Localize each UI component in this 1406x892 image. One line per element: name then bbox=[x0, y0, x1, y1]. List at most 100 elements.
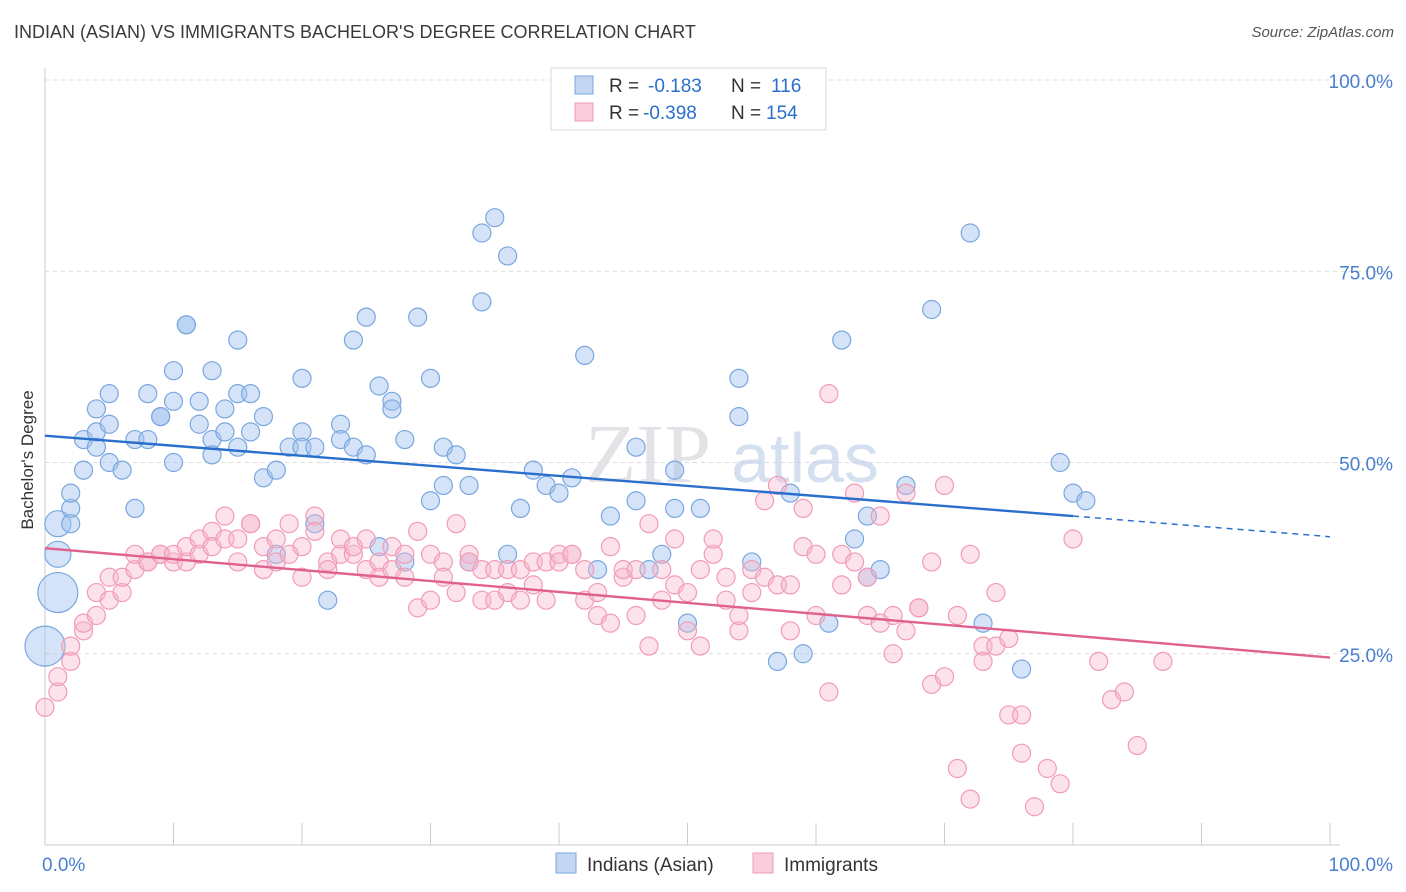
indians-point-45 bbox=[292, 422, 312, 442]
immigrants-point-160 bbox=[1127, 735, 1147, 756]
immigrants-point-2 bbox=[48, 667, 68, 687]
immigrants-point-125 bbox=[844, 552, 865, 572]
x-tick-label-0: 0.0% bbox=[42, 855, 85, 876]
indians-point-98 bbox=[832, 330, 852, 350]
indians-point-91 bbox=[729, 368, 749, 388]
indians-point-36 bbox=[228, 330, 248, 350]
stats-r-value-indians: -0.183 bbox=[648, 76, 702, 97]
indians-point-7 bbox=[73, 460, 94, 480]
immigrants-point-161 bbox=[1153, 651, 1173, 672]
immigrants-point-118 bbox=[793, 498, 813, 518]
immigrants-point-64 bbox=[446, 514, 466, 534]
immigrants-point-44 bbox=[318, 559, 338, 580]
immigrants-point-106 bbox=[716, 567, 736, 587]
immigrants-point-155 bbox=[1050, 774, 1070, 794]
immigrants-point-156 bbox=[1063, 529, 1083, 549]
indians-point-70 bbox=[472, 223, 492, 243]
immigrants-point-152 bbox=[1011, 743, 1032, 763]
indians-point-103 bbox=[896, 475, 916, 496]
indians-point-104 bbox=[922, 299, 942, 320]
stats-legend: R = -0.183 N = 116 R = -0.398 N = 154 bbox=[550, 67, 827, 131]
immigrants-point-141 bbox=[947, 758, 967, 779]
immigrants-point-35 bbox=[266, 529, 286, 549]
immigrants-point-115 bbox=[780, 621, 800, 641]
immigrants-point-0 bbox=[35, 697, 55, 717]
immigrants-point-3 bbox=[61, 651, 81, 672]
indians-point-59 bbox=[382, 399, 402, 419]
immigrants-point-124 bbox=[832, 575, 852, 595]
immigrants-point-1 bbox=[48, 682, 68, 702]
immigrants-point-85 bbox=[587, 582, 608, 603]
immigrants-point-61 bbox=[433, 552, 453, 572]
immigrants-point-41 bbox=[305, 506, 325, 526]
indians-point-87 bbox=[665, 460, 685, 480]
immigrants-point-55 bbox=[395, 544, 415, 564]
stats-n-label-indians: N = bbox=[731, 76, 761, 97]
immigrants-point-65 bbox=[459, 544, 479, 564]
indians-point-68 bbox=[459, 475, 479, 496]
indians-point-13 bbox=[99, 414, 119, 434]
indians-point-2 bbox=[37, 571, 79, 614]
immigrants-point-7 bbox=[86, 605, 107, 626]
indians-trend-extension bbox=[1072, 515, 1331, 538]
immigrants-point-104 bbox=[703, 529, 723, 549]
indians-point-94 bbox=[767, 651, 788, 672]
indians-point-63 bbox=[420, 368, 441, 388]
immigrants-point-82 bbox=[562, 544, 582, 564]
grid-lines bbox=[45, 79, 1390, 655]
indians-point-26 bbox=[176, 315, 196, 335]
immigrants-point-157 bbox=[1089, 651, 1109, 672]
indians-point-66 bbox=[433, 475, 453, 496]
immigrants-point-151 bbox=[1011, 705, 1032, 725]
immigrants-point-132 bbox=[883, 644, 903, 664]
indians-point-74 bbox=[498, 544, 518, 564]
immigrants-point-143 bbox=[960, 544, 980, 564]
indians-point-15 bbox=[112, 460, 132, 480]
immigrants-point-5 bbox=[73, 621, 94, 641]
indians-point-80 bbox=[575, 345, 595, 365]
immigrants-point-153 bbox=[1024, 797, 1045, 817]
immigrants-point-101 bbox=[690, 559, 710, 580]
indians-point-34 bbox=[228, 437, 248, 457]
immigrants-point-146 bbox=[973, 651, 993, 672]
indians-point-28 bbox=[189, 414, 209, 434]
y-tick-label-2: 75.0% bbox=[1339, 263, 1393, 284]
indians-point-33 bbox=[215, 422, 235, 442]
immigrants-point-108 bbox=[729, 605, 749, 626]
indians-point-38 bbox=[241, 422, 261, 442]
indians-point-82 bbox=[600, 506, 621, 526]
immigrants-point-107 bbox=[729, 621, 749, 641]
indians-point-18 bbox=[138, 384, 158, 404]
indians-point-6 bbox=[61, 514, 81, 534]
y-tick-label-1: 50.0% bbox=[1339, 455, 1393, 476]
immigrants-point-29 bbox=[228, 552, 248, 572]
immigrants-point-154 bbox=[1037, 758, 1057, 779]
immigrants-point-50 bbox=[356, 529, 376, 549]
indians-point-11 bbox=[86, 437, 107, 457]
source-credit: Source: ZipAtlas.com bbox=[1251, 24, 1394, 41]
indians-point-32 bbox=[215, 399, 235, 419]
immigrants-point-27 bbox=[215, 506, 235, 526]
immigrants-point-97 bbox=[665, 529, 685, 549]
indians-point-105 bbox=[960, 223, 980, 243]
immigrants-point-77 bbox=[536, 590, 556, 610]
indians-point-60 bbox=[395, 429, 415, 450]
immigrants-point-100 bbox=[677, 582, 698, 603]
immigrants-point-92 bbox=[626, 559, 646, 580]
immigrants-point-144 bbox=[960, 789, 980, 809]
legend-swatch-immigrants bbox=[752, 852, 774, 874]
indians-point-50 bbox=[330, 414, 351, 434]
indians-point-78 bbox=[549, 483, 569, 503]
y-tick-label-3: 100.0% bbox=[1329, 72, 1394, 93]
indians-point-72 bbox=[485, 208, 505, 228]
indians-point-12 bbox=[99, 384, 119, 404]
stats-r-label-indians: R = bbox=[609, 76, 639, 97]
indians-point-73 bbox=[498, 246, 518, 266]
indians-point-4 bbox=[61, 498, 81, 518]
indians-point-30 bbox=[202, 445, 222, 465]
immigrants-point-159 bbox=[1114, 682, 1135, 702]
indians-point-16 bbox=[125, 498, 145, 518]
immigrants-point-11 bbox=[112, 582, 132, 603]
indians-point-19 bbox=[138, 429, 158, 450]
